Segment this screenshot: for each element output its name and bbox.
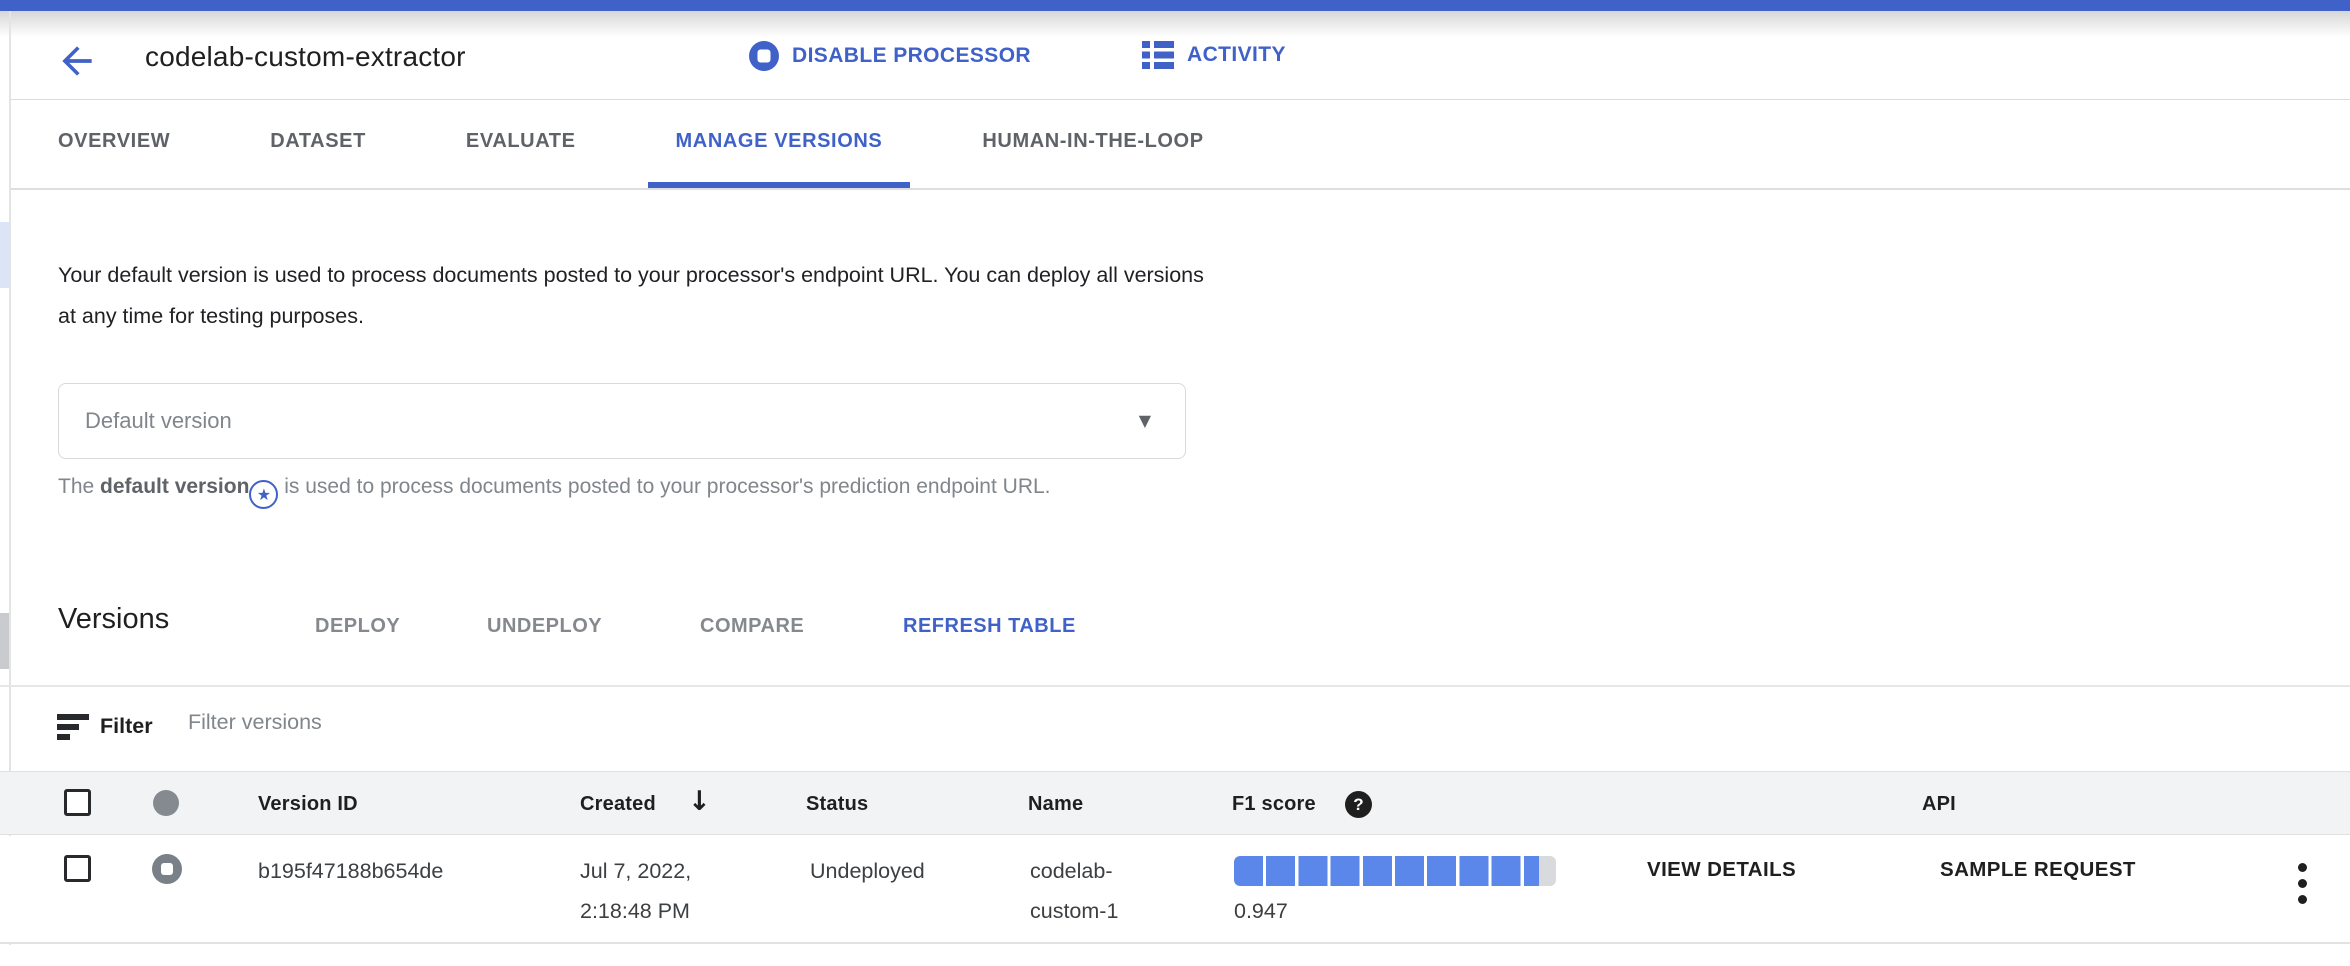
chevron-down-icon: ▼	[1138, 411, 1151, 430]
row-name: codelab-custom-1	[1030, 859, 1119, 923]
filter-label: Filter	[100, 714, 153, 738]
tab-bar: OVERVIEW DATASET EVALUATE MANAGE VERSION…	[11, 100, 2350, 190]
filter-top-divider	[0, 685, 2350, 687]
column-status: Status	[806, 793, 869, 815]
page-header: codelab-custom-extractor DISABLE PROCESS…	[11, 11, 2350, 100]
tab-overview[interactable]: OVERVIEW	[58, 129, 171, 152]
row-created: Jul 7, 2022, 2:18:48 PM	[580, 859, 692, 923]
scrollbar-thumb[interactable]	[0, 613, 9, 669]
row-f1-value: 0.947	[1234, 899, 1288, 923]
activity-button[interactable]: ACTIVITY	[1142, 41, 1286, 69]
disable-processor-label: DISABLE PROCESSOR	[792, 44, 1031, 67]
default-version-select[interactable]: Default version ▼	[58, 383, 1186, 459]
row-status: Undeployed	[810, 859, 925, 883]
column-created[interactable]: Created	[580, 793, 656, 815]
compare-button[interactable]: COMPARE	[700, 615, 805, 637]
default-version-description: Your default version is used to process …	[58, 263, 1204, 328]
helper-bold: default version	[100, 475, 250, 498]
tab-dataset[interactable]: DATASET	[270, 129, 366, 152]
column-api: API	[1922, 793, 1956, 815]
view-details-button[interactable]: VIEW DETAILS	[1647, 858, 1797, 881]
header-shadow	[0, 11, 2350, 37]
deploy-button[interactable]: DEPLOY	[315, 615, 401, 637]
filter-versions-input[interactable]	[188, 710, 1088, 735]
page-title: codelab-custom-extractor	[145, 41, 466, 72]
row-checkbox[interactable]	[64, 855, 91, 882]
f1-score-bar	[1234, 856, 1556, 886]
activity-label: ACTIVITY	[1187, 43, 1286, 66]
tab-evaluate[interactable]: EVALUATE	[465, 129, 576, 152]
column-f1-score: F1 score	[1232, 793, 1316, 815]
version-table-row: b195f47188b654de Jul 7, 2022, 2:18:48 PM…	[0, 836, 2350, 944]
column-name: Name	[1028, 793, 1084, 815]
refresh-table-button[interactable]: REFRESH TABLE	[903, 615, 1076, 637]
helper-post: is used to process documents posted to y…	[278, 475, 1051, 498]
helper-pre: The	[58, 475, 101, 498]
default-version-radio[interactable]	[152, 854, 182, 884]
f1-help-icon[interactable]: ?	[1345, 791, 1372, 818]
undeploy-button[interactable]: UNDEPLOY	[487, 615, 603, 637]
disable-processor-icon	[749, 41, 779, 71]
sort-desc-icon[interactable]: ↓	[688, 786, 711, 817]
default-version-helper: The default version ★ is used to process …	[58, 468, 1058, 509]
sample-request-button[interactable]: SAMPLE REQUEST	[1940, 858, 2136, 881]
tab-human-in-the-loop[interactable]: HUMAN-IN-THE-LOOP	[982, 129, 1204, 152]
f1-score-bar-fill	[1234, 856, 1539, 886]
select-all-checkbox[interactable]	[64, 789, 91, 816]
disable-processor-button[interactable]: DISABLE PROCESSOR	[749, 41, 1031, 71]
back-button[interactable]	[55, 39, 99, 83]
row-version-id: b195f47188b654de	[258, 859, 444, 883]
back-arrow-icon	[62, 46, 92, 76]
column-version-id: Version ID	[258, 793, 358, 815]
left-panel-divider	[9, 11, 11, 945]
row-overflow-menu-icon[interactable]	[2284, 853, 2320, 913]
tab-manage-versions[interactable]: MANAGE VERSIONS	[647, 100, 911, 188]
default-version-column-icon	[153, 790, 179, 816]
versions-heading: Versions	[58, 603, 170, 635]
filter-icon	[57, 714, 89, 740]
versions-table-header: Version ID Created ↓ Status Name F1 scor…	[0, 771, 2350, 835]
default-version-star-icon: ★	[249, 480, 279, 509]
default-version-select-value: Default version	[85, 408, 232, 433]
left-rail-highlight	[0, 222, 9, 288]
activity-list-icon	[1142, 41, 1174, 69]
top-accent-bar	[0, 0, 2350, 11]
